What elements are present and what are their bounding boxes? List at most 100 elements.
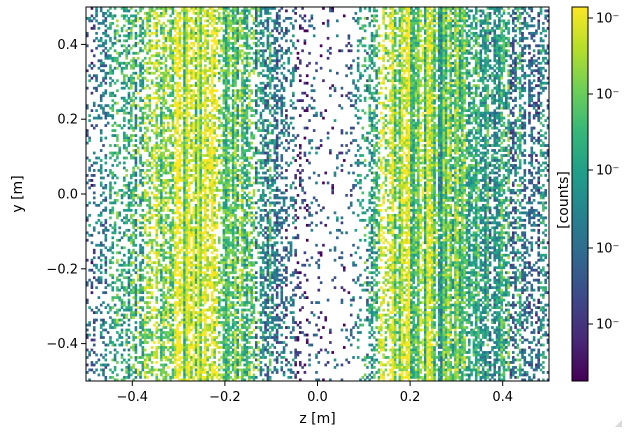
heatmap-cell — [150, 9, 154, 13]
heatmap-cell — [227, 318, 230, 322]
heatmap-cell — [88, 166, 91, 170]
heatmap-cell — [155, 348, 159, 352]
heatmap-cell — [148, 99, 152, 103]
heatmap-cell — [208, 376, 212, 379]
heatmap-cell — [199, 121, 203, 125]
heatmap-cell — [104, 238, 108, 242]
heatmap-cell — [148, 161, 152, 165]
heatmap-cell — [215, 373, 219, 377]
heatmap-cell — [213, 156, 216, 160]
heatmap-cell — [125, 218, 128, 222]
heatmap-cell — [127, 328, 131, 332]
heatmap-cell — [146, 194, 149, 197]
heatmap-cell — [104, 206, 108, 210]
heatmap-cell — [171, 79, 175, 83]
heatmap-cell — [227, 256, 230, 260]
heatmap-cell — [204, 283, 207, 287]
heatmap-cell — [204, 144, 207, 147]
heatmap-cell — [194, 24, 198, 28]
heatmap-cell — [173, 184, 177, 187]
heatmap-cell — [227, 36, 230, 40]
heatmap-cell — [153, 208, 156, 212]
heatmap-cell — [111, 241, 115, 245]
heatmap-cell — [167, 154, 170, 157]
heatmap-cell — [227, 273, 230, 277]
heatmap-cell — [118, 64, 122, 68]
heatmap-cell — [227, 263, 230, 267]
heatmap-cell — [187, 321, 191, 324]
heatmap-cell — [224, 84, 228, 88]
heatmap-cell — [185, 161, 189, 165]
heatmap-cell — [204, 14, 207, 18]
heatmap-cell — [187, 323, 191, 327]
heatmap-cell — [217, 266, 221, 270]
heatmap-cell — [176, 333, 179, 337]
heatmap-cell — [129, 194, 133, 197]
heatmap-cell — [132, 251, 135, 255]
heatmap-cell — [106, 54, 110, 58]
heatmap-cell — [213, 263, 216, 267]
heatmap-cell — [187, 356, 191, 359]
heatmap-cell — [217, 154, 221, 157]
heatmap-cell — [215, 159, 219, 162]
heatmap-cell — [148, 46, 152, 50]
heatmap-cell — [153, 186, 156, 190]
heatmap-cell — [231, 34, 235, 38]
heatmap-cell — [204, 226, 207, 230]
heatmap-cell — [192, 76, 196, 80]
heatmap-cell — [197, 11, 200, 15]
heatmap-cell — [201, 164, 205, 167]
heatmap-cell — [183, 233, 186, 237]
heatmap-cell — [146, 14, 149, 18]
heatmap-cell — [201, 84, 205, 88]
heatmap-cell — [113, 41, 117, 45]
heatmap-cell — [127, 184, 131, 187]
heatmap-cell — [143, 361, 147, 364]
heatmap-cell — [134, 358, 138, 362]
heatmap-cell — [213, 241, 216, 245]
heatmap-cell — [173, 41, 177, 45]
heatmap-cell — [194, 273, 198, 277]
heatmap-cell — [211, 336, 214, 339]
heatmap-cell — [176, 343, 179, 347]
heatmap-cell — [155, 243, 159, 247]
heatmap-cell — [178, 66, 182, 70]
heatmap-cell — [211, 181, 214, 185]
heatmap-cell — [176, 376, 179, 379]
heatmap-cell — [167, 251, 170, 255]
heatmap-cell — [160, 226, 163, 230]
heatmap-cell — [204, 176, 207, 180]
heatmap-cell — [185, 84, 189, 88]
heatmap-cell — [139, 341, 142, 344]
heatmap-cell — [194, 16, 198, 20]
heatmap-cell — [213, 54, 216, 58]
heatmap-cell — [104, 154, 108, 157]
heatmap-cell — [213, 171, 216, 175]
heatmap-cell — [167, 308, 170, 312]
heatmap-cell — [90, 338, 94, 342]
heatmap-cell — [227, 69, 230, 73]
heatmap-cell — [164, 84, 168, 88]
heatmap-cell — [99, 96, 103, 100]
heatmap-cell — [190, 116, 193, 120]
heatmap-cell — [164, 71, 168, 75]
heatmap-cell — [224, 291, 228, 295]
heatmap-cell — [199, 228, 203, 232]
heatmap-cell — [116, 293, 119, 297]
heatmap-cell — [192, 194, 196, 197]
heatmap-cell — [208, 99, 212, 103]
heatmap-cell — [224, 29, 228, 33]
heatmap-cell — [224, 246, 228, 250]
heatmap-cell — [162, 236, 165, 240]
heatmap-cell — [180, 46, 184, 50]
heatmap-cell — [227, 353, 230, 357]
heatmap-cell — [134, 24, 138, 28]
heatmap-cell — [194, 74, 198, 78]
heatmap-cell — [120, 246, 124, 250]
heatmap-cell — [190, 293, 193, 297]
heatmap-cell — [129, 311, 133, 314]
heatmap-cell — [183, 231, 186, 235]
heatmap-cell — [197, 84, 200, 88]
heatmap-cell — [206, 159, 209, 162]
heatmap-cell — [211, 258, 214, 262]
